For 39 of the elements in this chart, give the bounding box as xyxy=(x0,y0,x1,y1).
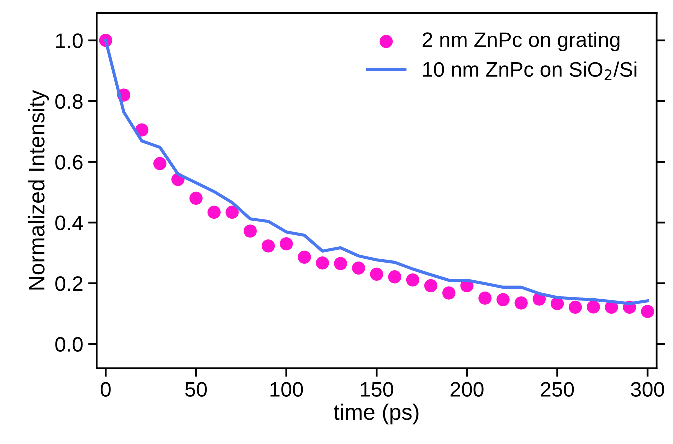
y-tick-label: 0.6 xyxy=(56,155,83,170)
point xyxy=(208,206,221,220)
point xyxy=(262,240,276,253)
y-axis-title: Normalized Intensity xyxy=(28,90,50,290)
point xyxy=(478,292,492,305)
x-tick-label: 0 xyxy=(100,382,111,398)
y-tick-label: 0.8 xyxy=(56,94,83,110)
x-tick-label: 100 xyxy=(270,382,304,398)
y-tick-label: 0.4 xyxy=(56,216,84,231)
point xyxy=(514,296,528,310)
point xyxy=(406,274,420,287)
legend-label: 2 nm ZnPc on grating xyxy=(422,32,620,52)
x-tick-label: 150 xyxy=(361,382,394,398)
point xyxy=(190,192,203,206)
point xyxy=(370,268,384,281)
point xyxy=(316,256,330,270)
point xyxy=(280,237,294,251)
y-tick-label: 0.2 xyxy=(56,276,83,292)
point xyxy=(154,157,167,170)
point xyxy=(388,270,402,284)
point xyxy=(352,262,366,275)
point xyxy=(298,250,312,264)
y-tick-label: 0.0 xyxy=(56,337,83,352)
legend-label: 10 nm ZnPc on SiO$_{2}$/Si xyxy=(423,62,637,80)
point xyxy=(424,279,438,293)
x-tick-label: 200 xyxy=(450,382,484,398)
point xyxy=(226,206,239,220)
point xyxy=(334,257,348,270)
x-tick-label: 300 xyxy=(631,382,664,398)
point xyxy=(496,293,510,306)
x-axis-title: time (ps) xyxy=(334,404,419,425)
x-tick-label: 250 xyxy=(541,382,574,398)
point xyxy=(587,300,600,314)
y-tick-label: 1.0 xyxy=(56,34,83,48)
point xyxy=(244,224,258,238)
point xyxy=(442,286,456,300)
point xyxy=(568,300,582,314)
x-tick-label: 50 xyxy=(186,382,208,398)
point xyxy=(641,305,654,318)
